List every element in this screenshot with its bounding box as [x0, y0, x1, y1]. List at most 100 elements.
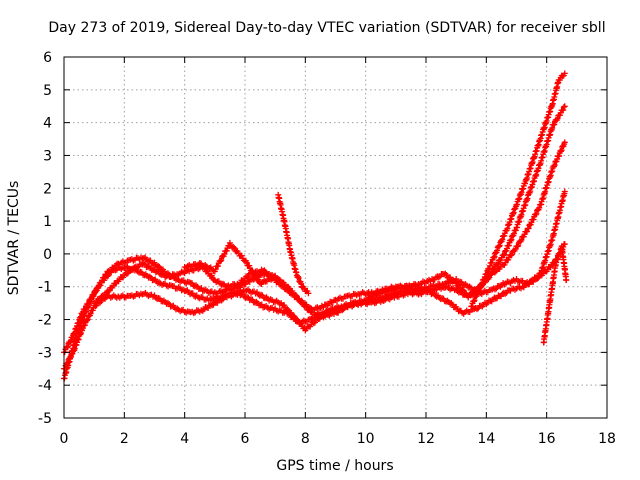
data-points — [61, 70, 570, 382]
data-point — [221, 251, 228, 258]
data-point — [146, 273, 153, 280]
data-point — [551, 121, 558, 128]
data-point — [103, 271, 110, 278]
data-point — [249, 267, 256, 274]
data-point — [560, 104, 567, 111]
data-point — [87, 310, 94, 317]
data-point — [281, 302, 288, 309]
data-point — [533, 210, 540, 217]
data-point — [491, 265, 498, 272]
data-point — [64, 343, 71, 350]
data-point — [492, 286, 499, 293]
data-point — [218, 297, 225, 304]
data-point — [67, 337, 74, 344]
data-point — [97, 296, 104, 303]
data-point — [137, 268, 144, 275]
grid-lines — [64, 57, 607, 418]
data-point — [81, 322, 88, 329]
data-point — [484, 274, 491, 281]
data-point — [156, 279, 163, 286]
data-point — [515, 242, 522, 249]
data-point — [106, 287, 113, 294]
data-point — [230, 243, 237, 250]
data-point — [244, 293, 251, 300]
chart-title: Day 273 of 2019, Sidereal Day-to-day VTE… — [48, 20, 605, 36]
data-point — [231, 244, 238, 251]
x-tick-label: 2 — [120, 431, 129, 447]
y-tick-label: -4 — [38, 378, 52, 394]
data-point — [284, 286, 291, 293]
data-point — [561, 70, 568, 77]
y-tick-label: -2 — [38, 313, 52, 329]
data-point — [140, 255, 147, 262]
data-point — [218, 257, 225, 264]
data-point — [252, 273, 259, 280]
data-point — [208, 272, 215, 279]
x-tick-label: 14 — [477, 431, 495, 447]
data-point — [275, 278, 282, 285]
data-point — [508, 251, 515, 258]
data-point — [245, 273, 252, 280]
data-point — [248, 267, 255, 274]
data-point — [496, 282, 503, 289]
data-point — [64, 360, 71, 367]
data-point — [84, 316, 91, 323]
y-tick-label: 6 — [43, 50, 52, 66]
data-point — [89, 307, 96, 314]
y-tick-label: -5 — [38, 411, 52, 427]
data-point — [152, 269, 159, 276]
y-tick-label: -3 — [38, 345, 52, 361]
series-track-f — [275, 191, 312, 297]
y-tick-label: 5 — [43, 83, 52, 99]
data-point — [84, 317, 91, 324]
data-point — [507, 252, 514, 259]
series-track-d — [91, 103, 568, 313]
data-point — [494, 260, 501, 267]
data-point — [92, 288, 99, 295]
data-point — [428, 291, 435, 298]
data-point — [467, 292, 474, 299]
data-point — [525, 225, 532, 232]
data-point — [85, 300, 92, 307]
data-point — [459, 286, 466, 293]
data-point — [61, 365, 68, 372]
data-point — [285, 287, 292, 294]
data-point — [134, 264, 141, 271]
data-point — [305, 290, 312, 297]
axis-ticks — [63, 56, 608, 419]
data-point — [323, 301, 330, 308]
data-point — [237, 292, 244, 299]
data-point — [473, 306, 480, 313]
data-point — [226, 239, 233, 246]
data-point — [505, 256, 512, 263]
data-point — [315, 312, 322, 319]
x-tick-label: 8 — [301, 431, 310, 447]
data-point — [140, 260, 147, 267]
y-tick-label: 2 — [43, 181, 52, 197]
data-point — [502, 290, 509, 297]
data-point — [150, 266, 157, 273]
series-track-b — [61, 188, 568, 356]
data-point — [91, 289, 98, 296]
data-point — [144, 258, 151, 265]
data-point — [187, 291, 194, 298]
data-point — [164, 299, 171, 306]
y-tick-label: 1 — [43, 214, 52, 230]
x-tick-label: 6 — [241, 431, 250, 447]
data-point — [101, 274, 108, 281]
data-point — [156, 263, 163, 270]
data-point — [311, 315, 318, 322]
data-point — [456, 282, 463, 289]
data-point — [280, 283, 287, 290]
data-point — [174, 305, 181, 312]
x-tick-label: 18 — [598, 431, 616, 447]
x-tick-label: 16 — [538, 431, 556, 447]
series-track-e — [468, 70, 568, 310]
data-point — [84, 301, 91, 308]
data-point — [238, 252, 245, 259]
data-point — [127, 266, 134, 273]
data-point — [279, 282, 286, 289]
data-point — [95, 282, 102, 289]
